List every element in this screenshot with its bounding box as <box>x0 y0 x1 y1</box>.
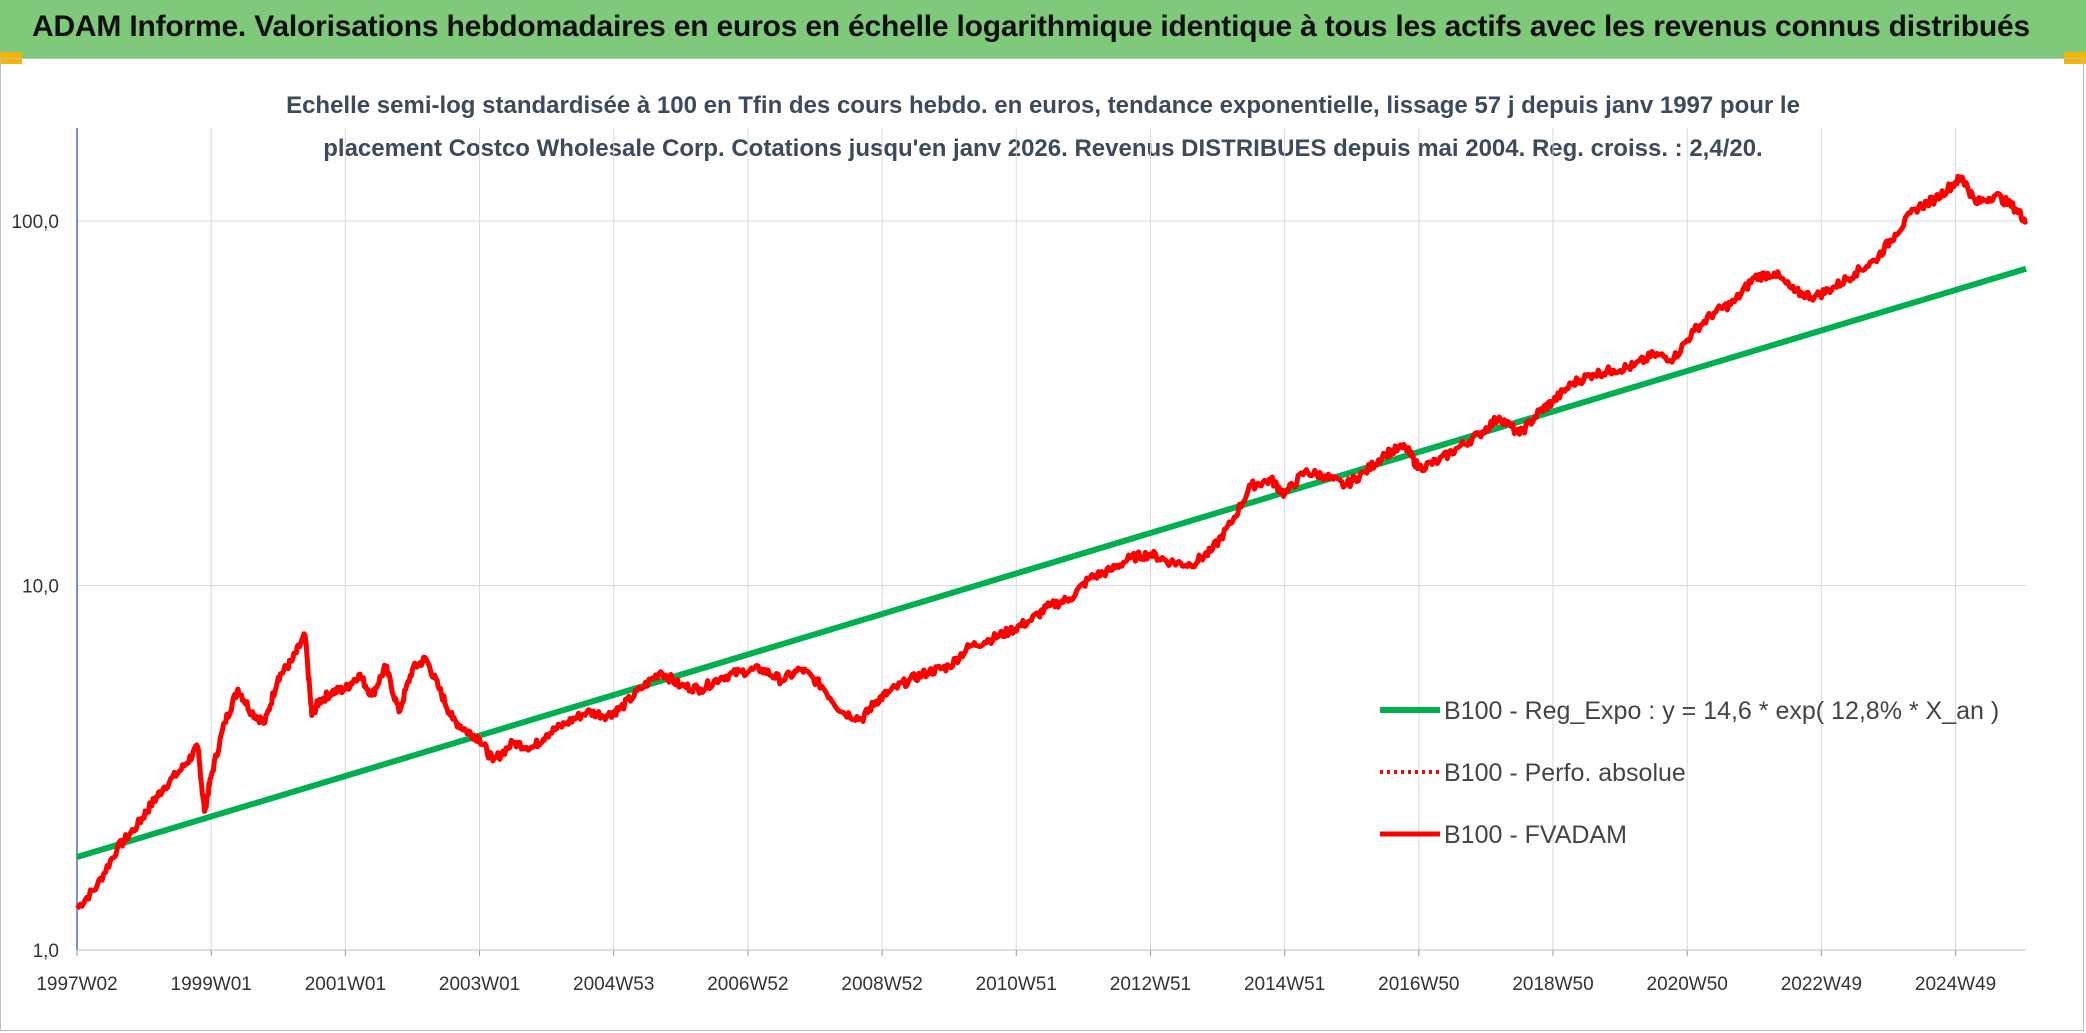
x-tick-label: 2012W51 <box>1110 974 1191 995</box>
chart-title-line1: Echelle semi-log standardisée à 100 en T… <box>286 92 1800 119</box>
gridlines <box>77 128 2026 951</box>
axes: 1997W02 1999W01 2001W01 2003W01 2004W53 2006W… <box>11 128 2026 995</box>
y-tick-label: 10,0 <box>22 577 59 598</box>
x-tick-label: 2018W50 <box>1512 974 1593 995</box>
legend-label: B100 - FVADAM <box>1444 821 1627 849</box>
legend: B100 - Reg_Expo : y = 14,6 * exp( 12,8% … <box>1380 697 1999 849</box>
x-tick-label: 2008W52 <box>841 974 922 995</box>
legend-label: B100 - Reg_Expo : y = 14,6 * exp( 12,8% … <box>1444 697 1999 725</box>
x-tick-label: 2003W01 <box>439 974 520 995</box>
x-tick-label: 2001W01 <box>305 974 386 995</box>
x-tick-label: 2020W50 <box>1647 974 1728 995</box>
x-tick-label: 1997W02 <box>36 974 117 995</box>
series-layer <box>75 173 2029 911</box>
series-line-2 <box>75 173 2029 911</box>
x-tick-label: 2024W49 <box>1915 974 1996 995</box>
legend-label: B100 - Perfo. absolue <box>1444 759 1686 787</box>
title-banner: ADAM Informe. Valorisations hebdomadaire… <box>0 0 2086 58</box>
chart-frame <box>0 58 2084 1031</box>
x-tick-label: 2022W49 <box>1781 974 1862 995</box>
series-line-0 <box>76 265 2027 860</box>
chart-title-line2: placement Costco Wholesale Corp. Cotatio… <box>323 135 1763 162</box>
x-tick-label: 2004W53 <box>573 974 654 995</box>
x-tick-label: 2014W51 <box>1244 974 1325 995</box>
x-tick-label: 2010W51 <box>976 974 1057 995</box>
banner-title: ADAM Informe. Valorisations hebdomadaire… <box>32 10 2030 43</box>
x-tick-label: 2006W52 <box>707 974 788 995</box>
x-tick-label: 1999W01 <box>171 974 252 995</box>
y-tick-label: 1,0 <box>33 941 59 962</box>
x-tick-label: 2016W50 <box>1378 974 1459 995</box>
y-tick-label: 100,0 <box>11 212 59 233</box>
